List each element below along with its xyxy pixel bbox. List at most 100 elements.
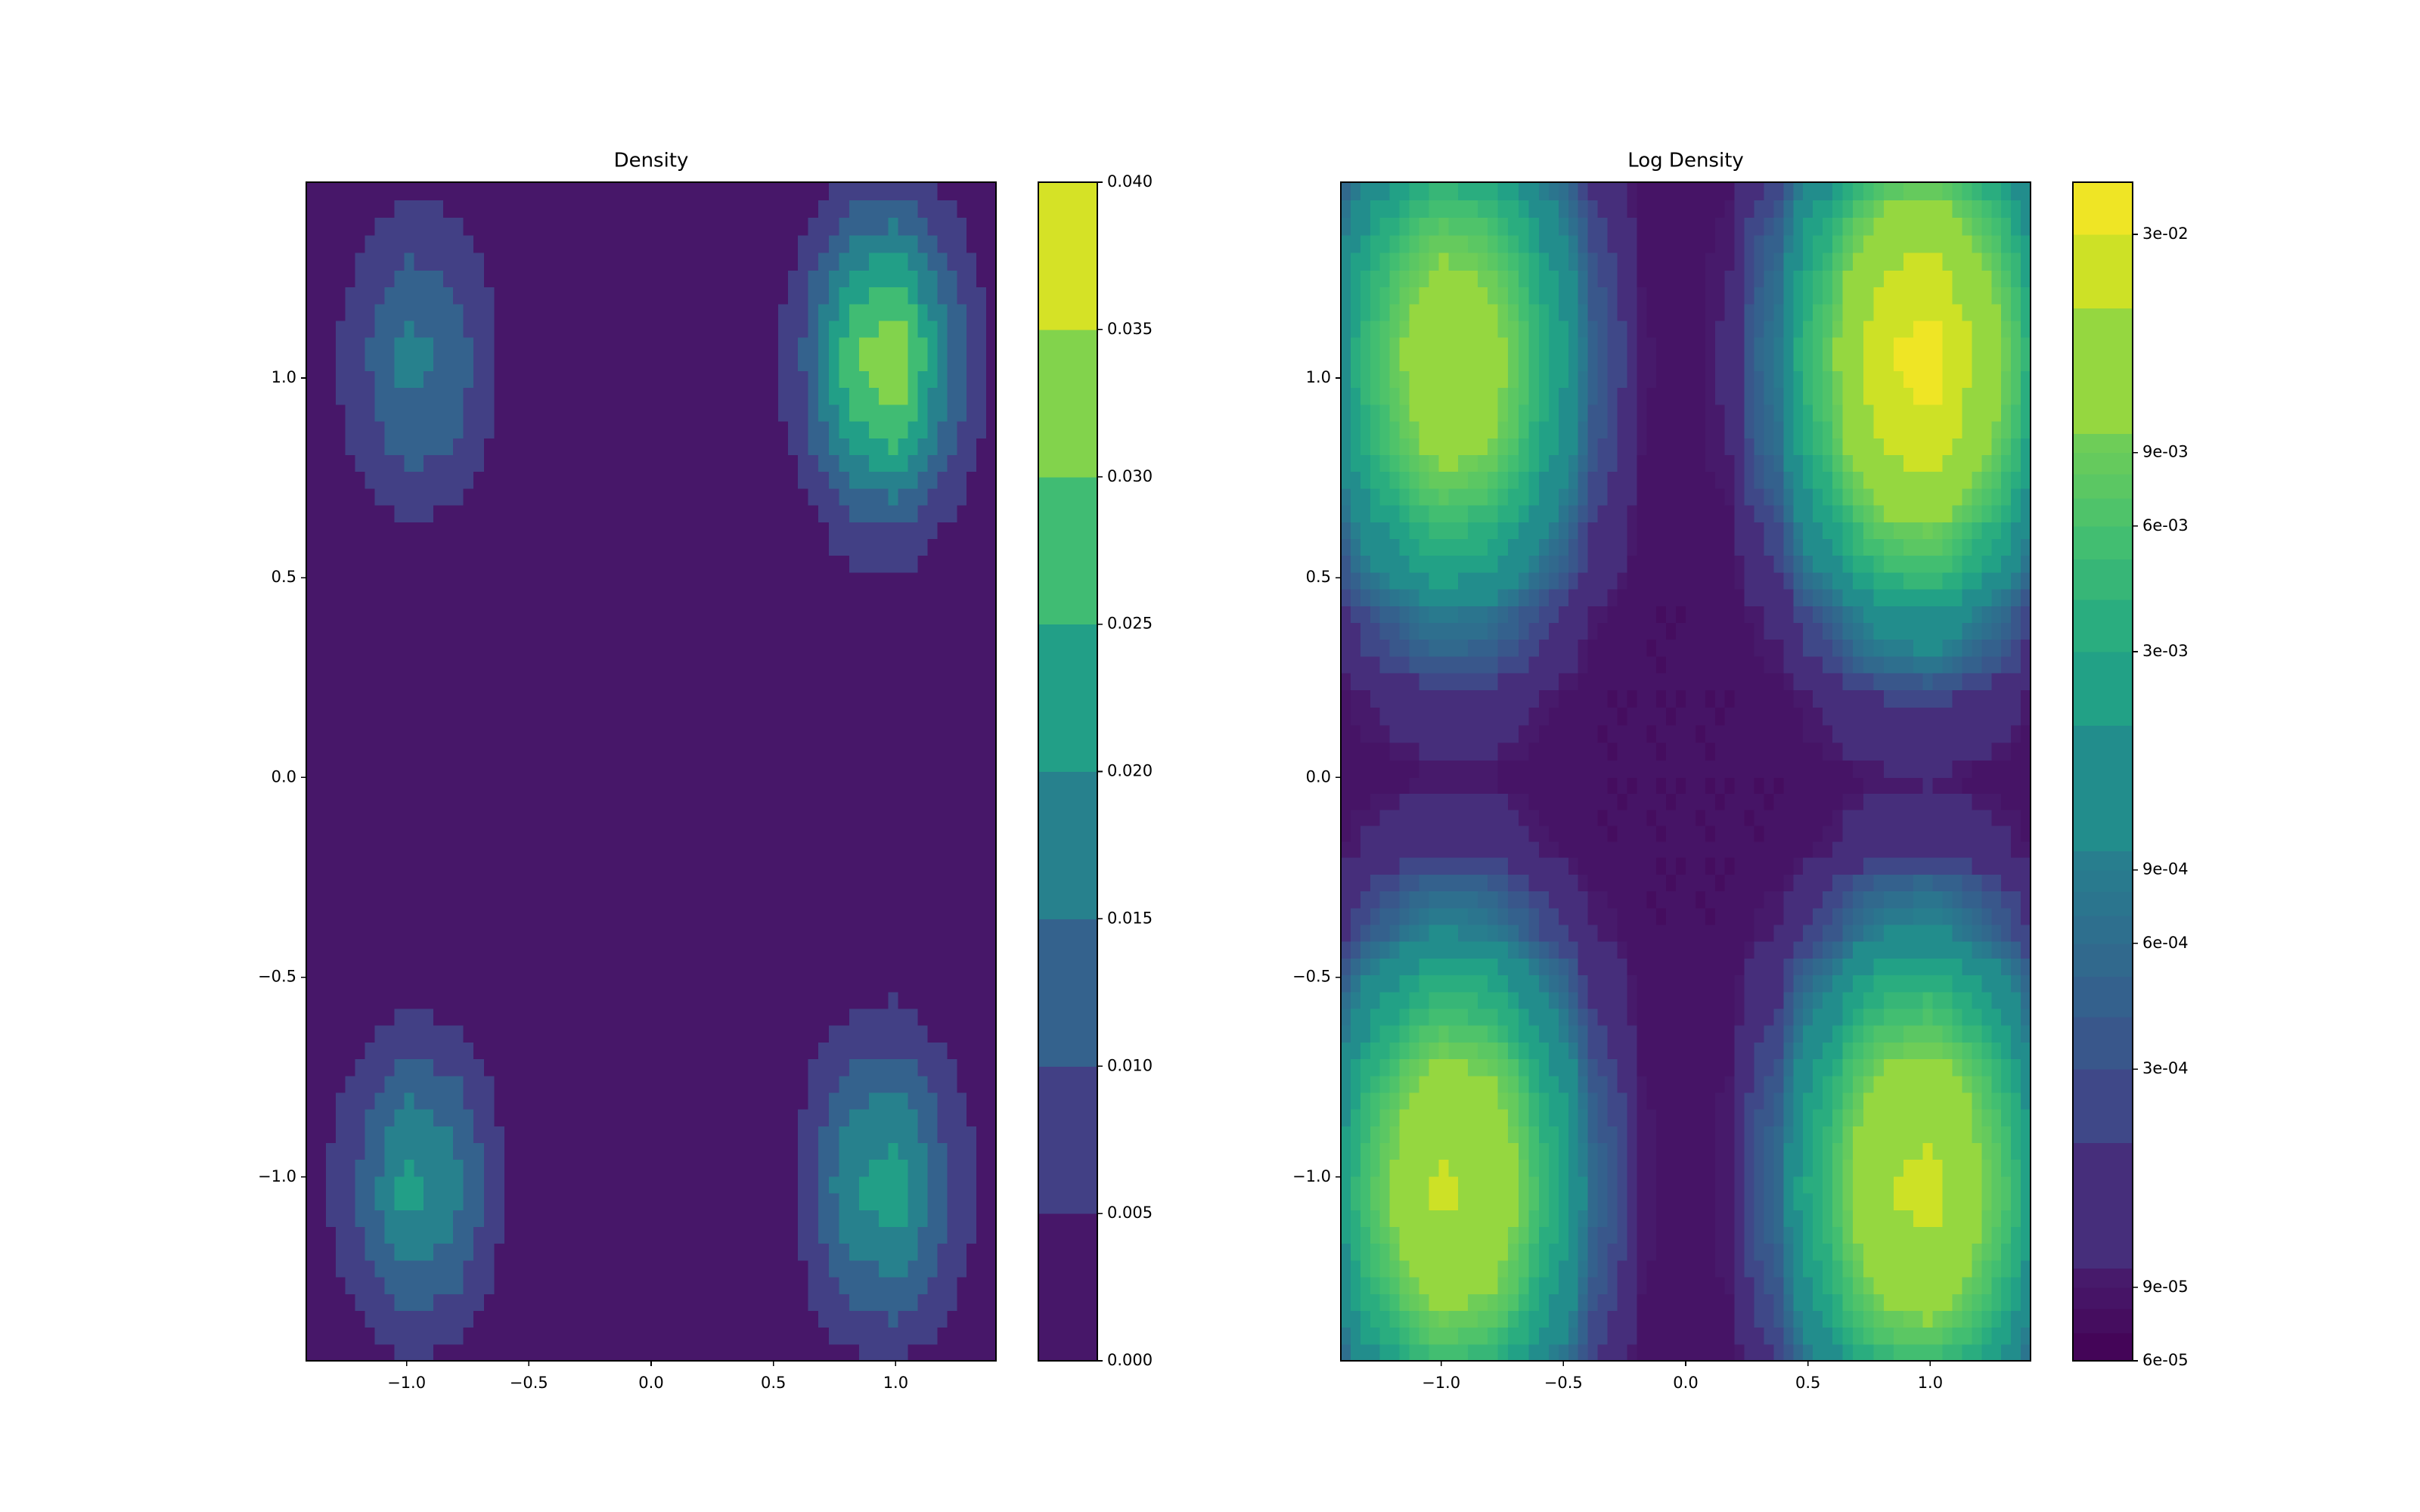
contour-cell [1419, 1310, 1430, 1328]
contour-cell [957, 387, 967, 405]
contour-cell [443, 707, 454, 726]
contour-cell [690, 809, 701, 826]
contour-cell [976, 182, 987, 200]
contour-cell [622, 760, 632, 779]
contour-cell [572, 1058, 584, 1077]
contour-cell [631, 234, 642, 253]
contour-cell [976, 1310, 987, 1328]
contour-cell [433, 689, 444, 708]
contour-cell [355, 182, 366, 200]
contour-cell [631, 809, 642, 826]
contour-cell [966, 303, 977, 321]
contour-cell [404, 857, 414, 875]
contour-cell [394, 572, 405, 590]
contour-cell [424, 941, 434, 959]
contour-cell [1389, 1343, 1401, 1362]
contour-cell [651, 891, 662, 909]
contour-cell [612, 742, 622, 761]
contour-cell [504, 572, 515, 590]
contour-cell [947, 724, 957, 743]
contour-cell [463, 606, 474, 623]
contour-cell [947, 1193, 957, 1210]
contour-cell [966, 200, 977, 218]
contour-cell [660, 488, 672, 506]
contour-cell [345, 891, 356, 909]
contour-cell [700, 454, 711, 472]
contour-cell [700, 974, 711, 993]
contour-cell [839, 1025, 850, 1043]
contour-cell [670, 777, 681, 795]
contour-cell [641, 1025, 652, 1043]
contour-cell [602, 1343, 613, 1362]
contour-cell [453, 253, 464, 271]
contour-cell [592, 958, 603, 976]
contour-cell [494, 421, 505, 438]
contour-cell [414, 253, 424, 271]
contour-cell [602, 891, 613, 909]
contour-cell [483, 857, 495, 875]
contour-cell [719, 689, 731, 708]
contour-cell [602, 1008, 613, 1026]
contour-cell [523, 488, 535, 506]
contour-cell [966, 655, 977, 674]
contour-cell [483, 958, 495, 976]
contour-cell [957, 1343, 967, 1362]
contour-cell [788, 1092, 799, 1110]
contour-cell [443, 1294, 454, 1312]
contour-cell [306, 1294, 317, 1312]
contour-cell [700, 924, 711, 942]
contour-cell [315, 454, 327, 472]
contour-cell [592, 270, 603, 288]
contour-cell [878, 1008, 889, 1026]
contour-cell [908, 1210, 919, 1228]
contour-cell [947, 320, 957, 338]
contour-cell [700, 874, 711, 892]
contour-cell [374, 471, 386, 489]
contour-cell [818, 505, 830, 522]
contour-cell [878, 287, 889, 305]
contour-cell [927, 841, 938, 858]
contour-cell [749, 1294, 759, 1312]
contour-cell [778, 841, 789, 858]
contour-cell [839, 370, 850, 389]
contour-cell [494, 555, 505, 573]
contour-cell [513, 1294, 525, 1312]
contour-cell [908, 253, 919, 271]
contour-cell [494, 1025, 505, 1043]
contour-cell [631, 421, 642, 438]
contour-cell [680, 488, 691, 506]
contour-cell [888, 1193, 899, 1210]
contour-cell [839, 974, 850, 993]
contour-cell [404, 1008, 414, 1026]
contour-cell [641, 907, 652, 925]
contour-cell [1360, 1327, 1371, 1345]
contour-cell [592, 1327, 603, 1345]
contour-cell [828, 1226, 839, 1244]
contour-cell [473, 1092, 485, 1110]
contour-cell [483, 760, 495, 779]
contour-cell [778, 622, 789, 640]
contour-cell [729, 958, 740, 976]
contour-cell [1370, 1310, 1381, 1328]
contour-cell [768, 907, 779, 925]
contour-cell [937, 471, 948, 489]
contour-cell [345, 1176, 356, 1194]
contour-cell [345, 907, 356, 925]
contour-cell [788, 1277, 799, 1294]
contour-cell [917, 1310, 929, 1328]
contour-cell [729, 320, 740, 338]
contour-cell [709, 1109, 721, 1126]
contour-cell [849, 724, 860, 743]
contour-cell [345, 471, 356, 489]
contour-cell [345, 337, 356, 355]
contour-cell [602, 370, 613, 389]
contour-cell [572, 874, 584, 892]
contour-cell [651, 874, 662, 892]
colorbar-tick-label: 0.005 [1107, 1204, 1153, 1222]
contour-cell [768, 471, 779, 489]
contour-cell [355, 1159, 366, 1177]
contour-cell [494, 505, 505, 522]
contour-cell [365, 404, 376, 422]
contour-cell [947, 707, 957, 726]
contour-cell [808, 689, 819, 708]
